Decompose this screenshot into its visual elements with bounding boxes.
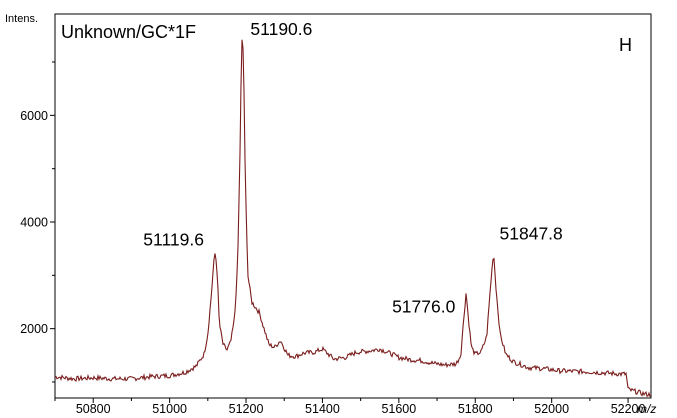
chart-title: Unknown/GC*1F [61,22,196,42]
plot-frame [54,13,652,399]
x-tick-label: 52200 [611,402,646,416]
panel-label: H [619,35,632,55]
peak-label: 51776.0 [392,296,456,316]
peak-labels: 51119.6 51190.6 51776.0 51847.8 [143,19,562,316]
peak-label: 51847.8 [500,223,563,243]
x-tick-label: 51600 [381,402,416,416]
x-tick-label: 51000 [152,402,187,416]
peak-label: 51190.6 [250,19,312,39]
x-tick-label: 52000 [534,402,569,416]
axis-ticks [50,61,629,403]
peak-label: 51119.6 [143,229,204,249]
y-axis-title: Intens. [5,13,38,25]
x-tick-label: 50800 [76,402,111,416]
axis-tick-labels: 50800 51000 51200 51400 51600 51800 52000 52200… [20,109,645,416]
x-tick-label: 51200 [229,402,264,416]
y-tick-label: 4000 [20,216,48,230]
y-tick-label: 6000 [20,109,48,123]
x-axis-title: m/z [637,402,656,416]
x-tick-label: 51800 [458,402,493,416]
y-tick-label: 2000 [20,322,48,336]
x-tick-label: 51400 [305,402,340,416]
spectrum-line [54,39,652,398]
